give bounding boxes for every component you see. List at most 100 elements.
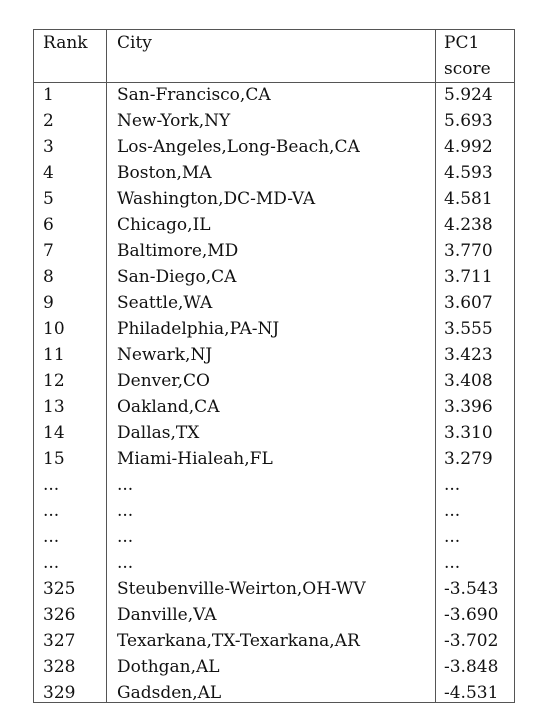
rank-cell: 14 (43, 423, 65, 443)
table-row: 326 Danville,VA -3.690 (34, 602, 514, 628)
table-row: 10 Philadelphia,PA-NJ 3.555 (34, 316, 514, 342)
city-cell: Baltimore,MD (117, 241, 239, 261)
rank-cell: ... (43, 527, 60, 547)
rank-cell: ... (43, 501, 60, 521)
rank-cell: ... (43, 553, 60, 573)
table-row: ......... (34, 498, 514, 524)
score-cell: -3.690 (444, 605, 499, 625)
table-row: 15 Miami-Hialeah,FL 3.279 (34, 446, 514, 472)
table-row: 1 San-Francisco,CA 5.924 (34, 82, 514, 108)
city-cell: Washington,DC-MD-VA (117, 189, 316, 209)
header-city: City (117, 33, 152, 53)
score-cell: 5.693 (444, 111, 493, 131)
rank-cell: 5 (43, 189, 54, 209)
header-pc1: PC1 (444, 33, 480, 53)
city-cell: New-York,NY (117, 111, 231, 131)
score-cell: 3.396 (444, 397, 493, 417)
table-row: 6 Chicago,IL 4.238 (34, 212, 514, 238)
city-cell: Los-Angeles,Long-Beach,CA (117, 137, 360, 157)
score-cell: ... (444, 553, 461, 573)
city-cell: Seattle,WA (117, 293, 213, 313)
score-cell: -3.848 (444, 657, 499, 677)
table-row: 325 Steubenville-Weirton,OH-WV -3.543 (34, 576, 514, 602)
rank-cell: 12 (43, 371, 65, 391)
city-cell: Chicago,IL (117, 215, 211, 235)
table-row: 5 Washington,DC-MD-VA 4.581 (34, 186, 514, 212)
rank-cell: 6 (43, 215, 54, 235)
table-row: 2 New-York,NY 5.693 (34, 108, 514, 134)
score-cell: 4.238 (444, 215, 493, 235)
score-cell: 3.408 (444, 371, 493, 391)
table-row: 11 Newark,NJ 3.423 (34, 342, 514, 368)
score-cell: 3.279 (444, 449, 493, 469)
table-row: ......... (34, 550, 514, 576)
city-cell: Miami-Hialeah,FL (117, 449, 273, 469)
city-cell: Newark,NJ (117, 345, 213, 365)
rank-cell: 325 (43, 579, 76, 599)
city-cell: Gadsden,AL (117, 683, 222, 703)
table-body: 1 San-Francisco,CA 5.924 2 New-York,NY 5.693 3… (34, 82, 514, 706)
header-divider (34, 82, 514, 83)
score-cell: ... (444, 501, 461, 521)
score-cell: ... (444, 527, 461, 547)
rank-cell: 7 (43, 241, 54, 261)
table-row: 7 Baltimore,MD 3.770 (34, 238, 514, 264)
city-cell: ... (117, 553, 134, 573)
table-row: 9 Seattle,WA 3.607 (34, 290, 514, 316)
city-cell: San-Francisco,CA (117, 85, 271, 105)
city-cell: ... (117, 527, 134, 547)
rank-cell: 327 (43, 631, 76, 651)
table-row: 328 Dothgan,AL -3.848 (34, 654, 514, 680)
city-cell: Dallas,TX (117, 423, 200, 443)
table-row: 3 Los-Angeles,Long-Beach,CA 4.992 (34, 134, 514, 160)
table-row: 329 Gadsden,AL -4.531 (34, 680, 514, 706)
rank-cell: 329 (43, 683, 76, 703)
city-cell: Oakland,CA (117, 397, 220, 417)
city-cell: Denver,CO (117, 371, 210, 391)
score-cell: 3.555 (444, 319, 493, 339)
city-cell: Danville,VA (117, 605, 217, 625)
pc1-ranking-table: Rank City PC1 score 1 San-Francisco,CA 5.9… (33, 29, 515, 703)
city-cell: ... (117, 475, 134, 495)
score-cell: -4.531 (444, 683, 499, 703)
score-cell: 4.581 (444, 189, 493, 209)
city-cell: Boston,MA (117, 163, 212, 183)
score-cell: 5.924 (444, 85, 493, 105)
rank-cell: 10 (43, 319, 65, 339)
table-row: 14 Dallas,TX 3.310 (34, 420, 514, 446)
score-cell: 3.607 (444, 293, 493, 313)
city-cell: Philadelphia,PA-NJ (117, 319, 280, 339)
rank-cell: ... (43, 475, 60, 495)
rank-cell: 11 (43, 345, 65, 365)
city-cell: Texarkana,TX-Texarkana,AR (117, 631, 360, 651)
column-divider-rank-city (106, 30, 107, 702)
column-divider-city-score (435, 30, 436, 702)
score-cell: ... (444, 475, 461, 495)
rank-cell: 4 (43, 163, 54, 183)
table-row: 8 San-Diego,CA 3.711 (34, 264, 514, 290)
rank-cell: 9 (43, 293, 54, 313)
header-score: score (444, 59, 491, 79)
rank-cell: 15 (43, 449, 65, 469)
score-cell: 3.770 (444, 241, 493, 261)
rank-cell: 326 (43, 605, 76, 625)
table-row: 327 Texarkana,TX-Texarkana,AR -3.702 (34, 628, 514, 654)
rank-cell: 13 (43, 397, 65, 417)
score-cell: 4.593 (444, 163, 493, 183)
table-row: ......... (34, 472, 514, 498)
rank-cell: 3 (43, 137, 54, 157)
score-cell: 3.423 (444, 345, 493, 365)
score-cell: -3.543 (444, 579, 499, 599)
table-row: 13 Oakland,CA 3.396 (34, 394, 514, 420)
score-cell: 3.310 (444, 423, 493, 443)
city-cell: Dothgan,AL (117, 657, 220, 677)
score-cell: 3.711 (444, 267, 493, 287)
city-cell: ... (117, 501, 134, 521)
score-cell: 4.992 (444, 137, 493, 157)
table-row: 12 Denver,CO 3.408 (34, 368, 514, 394)
city-cell: San-Diego,CA (117, 267, 237, 287)
table-row: 4 Boston,MA 4.593 (34, 160, 514, 186)
score-cell: -3.702 (444, 631, 499, 651)
rank-cell: 8 (43, 267, 54, 287)
city-cell: Steubenville-Weirton,OH-WV (117, 579, 366, 599)
